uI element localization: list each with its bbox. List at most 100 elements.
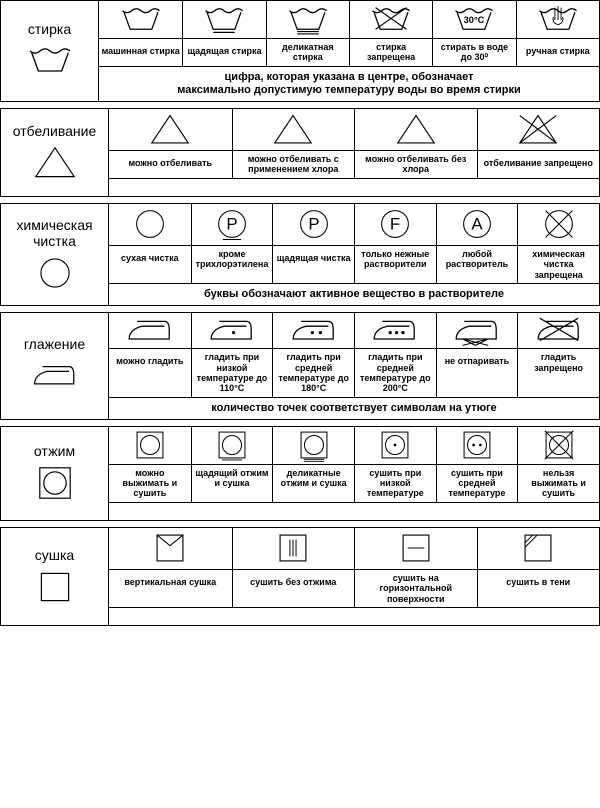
section-note: количество точек соответствует символам … xyxy=(109,397,599,419)
svg-text:P: P xyxy=(308,215,319,234)
symbol-cell: сушить в тени xyxy=(477,528,600,607)
symbol-cell: P щадящая чистка xyxy=(272,204,354,283)
symbol-label: гладить при низкой температуре до 110°С xyxy=(192,349,273,396)
circle-icon xyxy=(109,204,191,246)
sq-3vlines-icon xyxy=(233,528,355,570)
sq-circle-x-icon xyxy=(518,427,599,465)
symbol-label: сушить при низкой температуре xyxy=(355,465,436,502)
wash-icon xyxy=(25,41,75,81)
symbol-label: можно отбеливать xyxy=(109,151,232,175)
section-header-spin: отжим xyxy=(1,427,109,520)
symbol-cell: F только нежные растворители xyxy=(354,204,436,283)
square-icon xyxy=(30,567,80,607)
section-note xyxy=(109,178,599,196)
svg-text:P: P xyxy=(226,215,237,234)
section-iron: глажение можно гладить гладить при низко… xyxy=(0,312,600,420)
symbol-label: сухая чистка xyxy=(109,246,191,270)
symbol-label: отбеливание запрещено xyxy=(478,151,600,175)
symbol-cell: можно гладить xyxy=(109,313,191,396)
section-header-dryclean: химическая чистка xyxy=(1,204,109,305)
symbol-label: деликатная стирка xyxy=(267,39,349,66)
svg-text:F: F xyxy=(390,215,400,234)
symbol-label: химическая чистка запрещена xyxy=(518,246,599,283)
symbol-label: ручная стирка xyxy=(517,39,599,63)
symbol-label: гладить при средней температуре до 200°С xyxy=(355,349,436,396)
symbol-label: стирать в воде до 30⁰ xyxy=(433,39,515,66)
symbol-label: щадящая чистка xyxy=(273,246,354,270)
symbol-label: можно отбеливать без хлора xyxy=(355,151,477,178)
symbol-cell: гладить при средней температуре до 180°С xyxy=(272,313,354,396)
circle-A-icon: A xyxy=(437,204,518,246)
section-title: сушка xyxy=(35,547,74,563)
sq-envelope-icon xyxy=(109,528,232,570)
circle-F-icon: F xyxy=(355,204,436,246)
symbol-label: сушить в тени xyxy=(478,570,600,594)
section-title: отжим xyxy=(34,443,75,459)
symbol-cell: можно отбеливать с применением хлора xyxy=(232,109,355,178)
section-spin: отжим можно выжимать и сушить щадящий от… xyxy=(0,426,600,521)
section-title: химическая чистка xyxy=(3,217,106,249)
symbol-label: машинная стирка xyxy=(99,39,182,63)
symbol-cell: химическая чистка запрещена xyxy=(517,204,599,283)
svg-text:A: A xyxy=(471,215,483,234)
triangle-icon xyxy=(355,109,477,151)
symbol-label: стирка запрещена xyxy=(350,39,432,66)
section-bleach: отбеливание можно отбеливать можно отбел… xyxy=(0,108,600,197)
iron-icon xyxy=(30,356,80,396)
section-wash: стирка машинная стирка щадящая стирка де… xyxy=(0,0,600,102)
symbol-cell: машинная стирка xyxy=(99,1,182,66)
symbol-cell: гладить при низкой температуре до 110°С xyxy=(191,313,273,396)
triangle-icon xyxy=(233,109,355,151)
symbol-cell: щадящий отжим и сушка xyxy=(191,427,273,502)
section-title: стирка xyxy=(28,21,71,37)
symbol-cell: сухая чистка xyxy=(109,204,191,283)
section-header-wash: стирка xyxy=(1,1,99,101)
wash-icon xyxy=(99,1,182,39)
sq-circle-1line-icon xyxy=(192,427,273,465)
wash-x-icon xyxy=(350,1,432,39)
sq-circle-icon xyxy=(30,463,80,503)
symbol-label: вертикальная сушка xyxy=(109,570,232,594)
symbol-cell: щадящая стирка xyxy=(182,1,265,66)
section-header-dry: сушка xyxy=(1,528,109,625)
symbol-cell: сушить без отжима xyxy=(232,528,355,607)
symbol-label: можно выжимать и сушить xyxy=(109,465,191,502)
section-header-bleach: отбеливание xyxy=(1,109,109,196)
triangle-x-icon xyxy=(478,109,600,151)
section-title: отбеливание xyxy=(13,123,96,139)
iron-2dot-icon xyxy=(273,313,354,349)
symbol-cell: можно отбеливать xyxy=(109,109,232,178)
symbol-label: щадящий отжим и сушка xyxy=(192,465,273,492)
section-header-iron: глажение xyxy=(1,313,109,419)
iron-1dot-icon xyxy=(192,313,273,349)
section-dry: сушка вертикальная сушка сушить без отжи… xyxy=(0,527,600,626)
section-dryclean: химическая чистка сухая чистка P кроме т… xyxy=(0,203,600,306)
symbol-label: нельзя выжимать и сушить xyxy=(518,465,599,502)
sq-circle-2dot-icon xyxy=(437,427,518,465)
iron-icon xyxy=(109,313,191,349)
symbol-cell: стирка запрещена xyxy=(349,1,432,66)
triangle-icon xyxy=(30,143,80,183)
symbol-cell: сушить при средней температуре xyxy=(436,427,518,502)
iron-x-icon xyxy=(518,313,599,349)
symbol-cell: ручная стирка xyxy=(516,1,599,66)
symbol-cell: деликатная стирка xyxy=(266,1,349,66)
triangle-icon xyxy=(109,109,232,151)
symbol-cell: A любой растворитель xyxy=(436,204,518,283)
symbol-cell: нельзя выжимать и сушить xyxy=(517,427,599,502)
sq-hline-icon xyxy=(355,528,477,570)
symbol-cell: не отпаривать xyxy=(436,313,518,396)
section-note xyxy=(109,607,599,625)
circle-P-line-icon: P xyxy=(192,204,273,246)
symbol-cell: отбеливание запрещено xyxy=(477,109,600,178)
symbol-cell: 30°С стирать в воде до 30⁰ xyxy=(432,1,515,66)
circle-icon xyxy=(30,253,80,293)
symbol-label: сушить без отжима xyxy=(233,570,355,594)
symbol-label: любой растворитель xyxy=(437,246,518,273)
symbol-label: деликатные отжим и сушка xyxy=(273,465,354,492)
symbol-cell: сушить при низкой температуре xyxy=(354,427,436,502)
section-note xyxy=(109,502,599,520)
symbol-label: сушить на горизонтальной поверхности xyxy=(355,570,477,607)
symbol-cell: гладить запрещено xyxy=(517,313,599,396)
iron-nosteam-icon xyxy=(437,313,518,349)
